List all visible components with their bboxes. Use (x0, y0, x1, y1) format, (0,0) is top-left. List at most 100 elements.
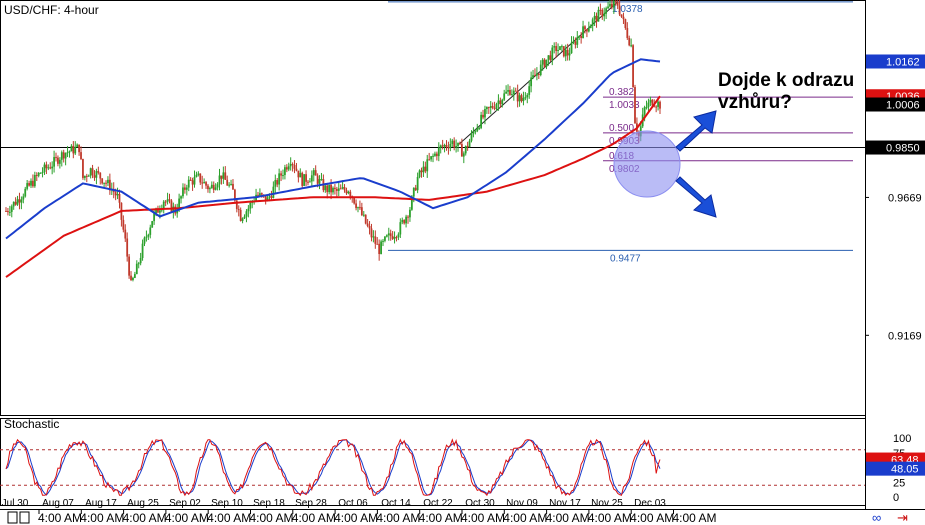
date-label: Aug 25 (127, 498, 159, 509)
date-label: Jul 30 (2, 498, 29, 509)
candle-body (445, 144, 448, 148)
candle-body (122, 219, 125, 230)
date-label: Sep 10 (211, 498, 243, 509)
candle-body (541, 59, 544, 65)
candle-body (472, 131, 475, 134)
candle-body (195, 174, 198, 177)
ma-blue-line (5, 58, 661, 240)
candle-body (35, 174, 38, 176)
candle-body (58, 159, 61, 164)
stochastic-tick-label: 0 (893, 492, 899, 504)
grid-layer (0, 0, 925, 510)
candle-body (289, 164, 292, 167)
candle-body (418, 170, 421, 177)
candle-body (485, 107, 488, 110)
candle-body (622, 16, 625, 20)
candle-body (60, 152, 63, 160)
candle-body (285, 167, 288, 170)
stochastic-panel-frame (0, 418, 866, 506)
date-label: Nov 09 (506, 498, 538, 509)
candle-body (335, 188, 338, 191)
date-label: Oct 30 (465, 498, 495, 509)
arrow-down-icon (675, 176, 717, 218)
candle-body (391, 236, 394, 239)
time-label: 4:00 AM (207, 511, 251, 525)
candle-body (364, 214, 367, 224)
candle-body (643, 107, 646, 115)
highlight-circle (613, 130, 681, 198)
candle-body (630, 45, 633, 47)
candle-body (287, 166, 290, 170)
candle-body (166, 199, 169, 202)
candle-body (7, 211, 9, 213)
candle-body (295, 168, 298, 171)
candle-body (462, 153, 465, 157)
candle-body (124, 229, 127, 239)
candle-body (162, 201, 165, 209)
stochastic-layer (0, 438, 865, 497)
candle-body (316, 175, 319, 184)
candle-body (143, 237, 146, 244)
stochastic-value-box (866, 461, 925, 476)
candle-body (245, 211, 248, 217)
fib-price-label: 1.0033 (609, 100, 640, 111)
candle-body (307, 181, 309, 183)
candle-body (597, 9, 600, 22)
candle-body (114, 192, 117, 196)
candle-body (439, 145, 442, 148)
annotation-line2: vzhůru? (718, 92, 792, 113)
candle-body (276, 180, 279, 185)
candle-body (187, 179, 190, 188)
candle-body (428, 159, 431, 161)
time-label: 4:00 AM (588, 511, 632, 525)
candle-body (530, 77, 533, 87)
candle-body (10, 206, 13, 212)
time-label: 4:00 AM (461, 511, 505, 525)
candle-body (591, 19, 594, 26)
candle-body (332, 187, 334, 193)
candle-body (468, 140, 471, 148)
candle-body (222, 172, 225, 179)
candle-body (216, 184, 219, 188)
candle-body (178, 198, 181, 211)
candle-body (320, 179, 323, 181)
candle-body (51, 166, 54, 169)
candle-body (482, 114, 484, 118)
candle-body (582, 26, 584, 39)
candle-body (220, 175, 223, 179)
candle-body (405, 216, 407, 224)
candle-body (609, 3, 611, 7)
candle-body (137, 263, 140, 265)
candle-body (210, 184, 213, 189)
candle-body (74, 147, 77, 154)
candle-body (551, 47, 554, 61)
price-label-text: 0.9850 (886, 143, 920, 155)
candle-body (197, 173, 200, 175)
candle-body (234, 189, 236, 201)
candle-body (257, 194, 259, 196)
candle-body (503, 93, 506, 100)
candle-body (168, 199, 171, 201)
candle-body (659, 101, 661, 109)
candle-body (478, 127, 481, 129)
candle-body (378, 243, 381, 255)
candle-body (237, 208, 240, 210)
candle-body (578, 35, 581, 38)
candle-body (389, 233, 392, 237)
stochastic-value-text: 48.05 (891, 464, 919, 476)
candle-body (572, 41, 575, 43)
candle-body (230, 183, 232, 185)
candle-body (218, 175, 221, 185)
candle-body (270, 196, 273, 198)
candle-body (72, 145, 75, 154)
candle-body (509, 90, 511, 95)
candle-body (82, 159, 84, 178)
price-tick-label: 0.9169 (888, 330, 922, 342)
candle-body (226, 179, 229, 186)
candle-body (532, 75, 534, 78)
candle-body (324, 185, 327, 191)
candle-body (553, 46, 556, 48)
axes-layer: 1.01620.96690.91691.01621.00361.00060.98… (2, 54, 925, 525)
candle-body (368, 225, 371, 229)
